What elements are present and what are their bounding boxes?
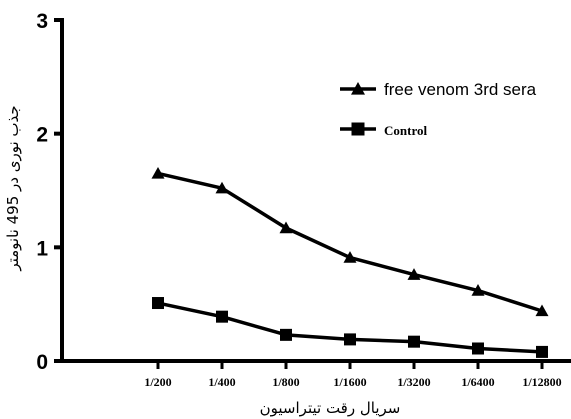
legend-triangle-marker xyxy=(351,82,365,95)
square-marker xyxy=(216,310,228,323)
x-tick-label: 1/400 xyxy=(208,375,235,389)
series-1 xyxy=(151,166,549,317)
x-tick-label: 1/12800 xyxy=(522,375,561,389)
square-marker xyxy=(152,297,164,310)
y-tick-label: 1 xyxy=(36,237,48,260)
legend-label: free venom 3rd sera xyxy=(384,80,537,99)
square-marker xyxy=(472,342,484,355)
x-tick-label: 1/200 xyxy=(144,375,171,389)
y-tick-label: 3 xyxy=(36,10,48,33)
legend: free venom 3rd sera Control xyxy=(340,80,537,138)
triangle-marker xyxy=(535,304,549,317)
triangle-marker xyxy=(279,221,293,234)
series-2 xyxy=(152,297,548,358)
series-line xyxy=(157,171,543,313)
triangle-marker xyxy=(215,181,229,194)
y-ticks: 0 1 2 3 xyxy=(36,10,62,374)
axes xyxy=(60,18,571,363)
legend-item-1: free venom 3rd sera xyxy=(340,80,537,99)
square-marker xyxy=(408,335,420,348)
x-axis-label: سریال رقت تیتراسیون xyxy=(260,399,401,417)
series-layer xyxy=(151,166,549,358)
legend-square-marker xyxy=(351,122,365,136)
x-tick-label: 1/3200 xyxy=(397,375,430,389)
legend-label: Control xyxy=(384,123,427,138)
y-tick-label: 2 xyxy=(36,124,48,147)
x-tick-label: 1/800 xyxy=(272,375,299,389)
legend-item-2: Control xyxy=(340,122,427,138)
square-marker xyxy=(280,328,292,341)
triangle-marker xyxy=(471,284,485,296)
y-tick-label: 0 xyxy=(36,351,48,374)
triangle-marker xyxy=(343,251,357,263)
square-marker xyxy=(344,333,356,346)
x-ticks: 1/200 1/400 1/800 1/1600 1/3200 1/6400 1/12800 xyxy=(144,361,562,389)
x-tick-label: 1/6400 xyxy=(461,375,494,389)
x-tick-label: 1/1600 xyxy=(333,375,366,389)
triangle-marker xyxy=(407,268,421,280)
triangle-marker xyxy=(151,166,165,179)
square-marker xyxy=(536,345,548,358)
y-axis-label: جذب نوری در 495 نانومتر xyxy=(4,105,22,271)
